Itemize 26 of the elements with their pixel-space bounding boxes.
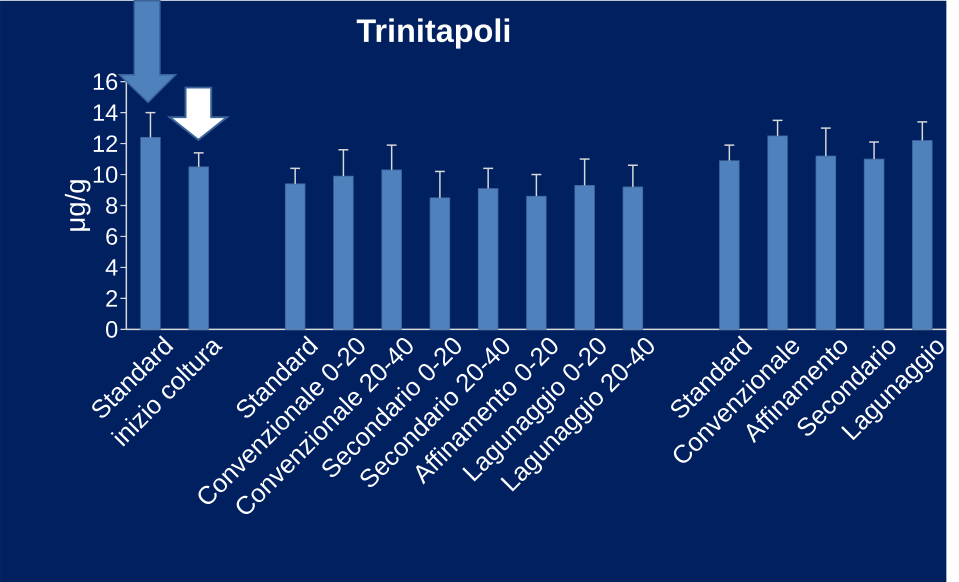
y-tick-label: 14 — [94, 104, 118, 121]
y-axis-title: μg/g — [64, 180, 90, 231]
bar — [284, 183, 306, 330]
y-tick-label: 16 — [94, 73, 118, 90]
y-tick-label: 6 — [106, 228, 118, 245]
bar — [188, 166, 209, 330]
bar — [526, 196, 547, 330]
y-tick-label: 0 — [106, 321, 118, 338]
bar — [912, 140, 933, 330]
y-tick-label: 4 — [106, 259, 118, 276]
bar — [574, 184, 595, 330]
bar — [430, 197, 450, 330]
bar — [381, 170, 402, 330]
y-tick-label: 10 — [94, 166, 118, 183]
y-tick-label: 12 — [94, 135, 118, 152]
y-tick-label: 8 — [106, 197, 118, 214]
bar — [478, 188, 498, 330]
bar — [622, 186, 644, 330]
bar — [719, 160, 740, 330]
bar — [816, 156, 836, 330]
bar — [140, 136, 161, 330]
bar — [767, 135, 788, 330]
bar — [864, 158, 884, 330]
chart-title: Trinitapoli — [356, 18, 510, 49]
bar — [333, 176, 354, 330]
y-tick-label: 2 — [106, 290, 118, 307]
